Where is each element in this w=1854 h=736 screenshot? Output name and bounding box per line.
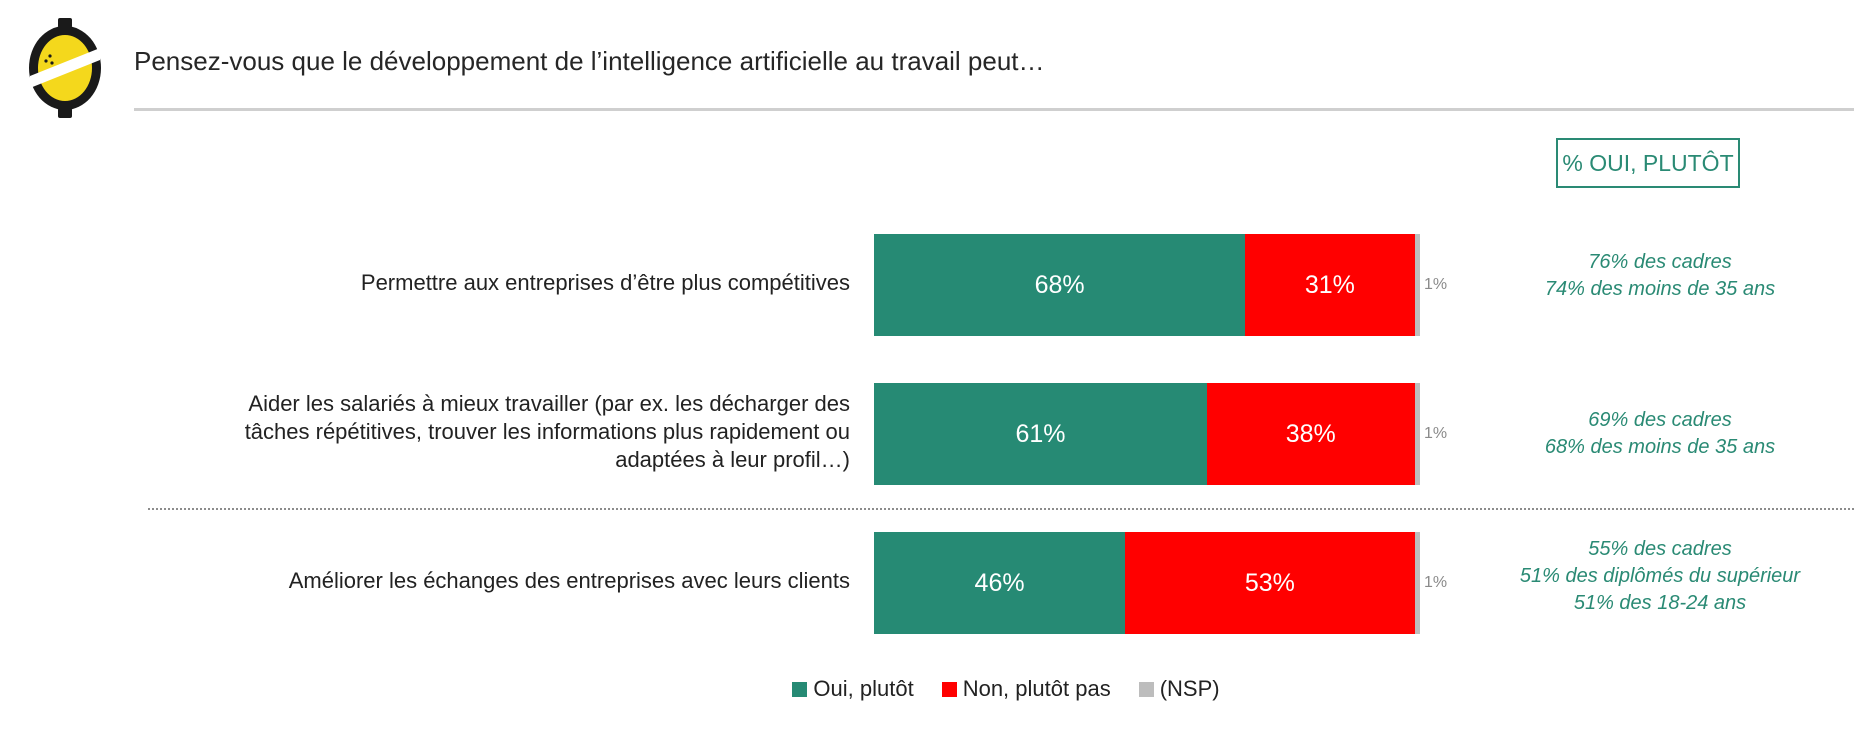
legend-item: (NSP) <box>1138 676 1220 702</box>
legend-item: Oui, plutôt <box>792 676 914 702</box>
focus-badge: % OUI, PLUTÔT <box>1556 138 1740 188</box>
bar-nsp-segment <box>1414 234 1420 336</box>
header-divider <box>134 108 1854 111</box>
segment-annotation: 69% des cadres 68% des moins de 35 ans <box>1500 407 1820 461</box>
bar-non-segment: 31% <box>1245 234 1415 336</box>
annotation-line: 74% des moins de 35 ans <box>1544 278 1776 300</box>
category-label: Permettre aux entreprises d’être plus co… <box>360 270 850 295</box>
nsp-data-label: 1% <box>1424 276 1448 293</box>
bar-non-segment: 53% <box>1125 532 1415 634</box>
data-label: 53% <box>1244 568 1295 597</box>
annotation-line: 68% des moins de 35 ans <box>1544 436 1776 458</box>
bar-oui-segment: 68% <box>874 234 1246 336</box>
legend-label: (NSP) <box>1159 676 1220 701</box>
legend-swatch <box>941 681 957 697</box>
annotation-line: 51% des diplômés du supérieur <box>1519 565 1801 587</box>
stacked-bar: 68% 31% <box>874 234 1420 336</box>
category-label: Améliorer les échanges des entreprises a… <box>288 568 850 593</box>
stacked-bar: 46% 53% <box>874 532 1420 634</box>
annotation-line: 55% des cadres <box>1588 538 1732 560</box>
data-label: 38% <box>1285 419 1336 448</box>
data-label: 61% <box>1015 419 1066 448</box>
legend-label: Non, plutôt pas <box>962 676 1111 701</box>
bar-nsp-segment <box>1414 383 1420 485</box>
bar-non-segment: 38% <box>1207 383 1415 485</box>
legend-label: Oui, plutôt <box>813 676 914 701</box>
stacked-bar: 61% 38% <box>874 383 1420 485</box>
data-label: 46% <box>974 568 1025 597</box>
annotation-line: 51% des 18-24 ans <box>1573 592 1747 614</box>
bar-nsp-segment <box>1414 532 1420 634</box>
segment-annotation: 76% des cadres 74% des moins de 35 ans <box>1500 249 1820 303</box>
chart-legend: Oui, plutôt Non, plutôt pas (NSP) <box>0 676 1854 702</box>
bar-oui-segment: 61% <box>874 383 1208 485</box>
data-label: 31% <box>1304 270 1355 299</box>
annotation-line: 76% des cadres <box>1588 251 1732 273</box>
category-label: Aider les salariés à mieux travailler (p… <box>244 391 850 472</box>
annotation-line: 69% des cadres <box>1588 409 1732 431</box>
segment-annotation: 55% des cadres 51% des diplômés du supéri… <box>1500 536 1820 617</box>
bar-oui-segment: 46% <box>874 532 1126 634</box>
nsp-data-label: 1% <box>1424 425 1448 442</box>
page-title: Pensez-vous que le développement de l’in… <box>134 46 1045 76</box>
legend-swatch <box>1138 681 1154 697</box>
legend-swatch <box>792 681 808 697</box>
nsp-data-label: 1% <box>1424 574 1448 591</box>
data-label: 68% <box>1034 270 1085 299</box>
row-separator <box>148 508 1854 510</box>
legend-item: Non, plutôt pas <box>941 676 1111 702</box>
brand-logo <box>26 18 104 118</box>
